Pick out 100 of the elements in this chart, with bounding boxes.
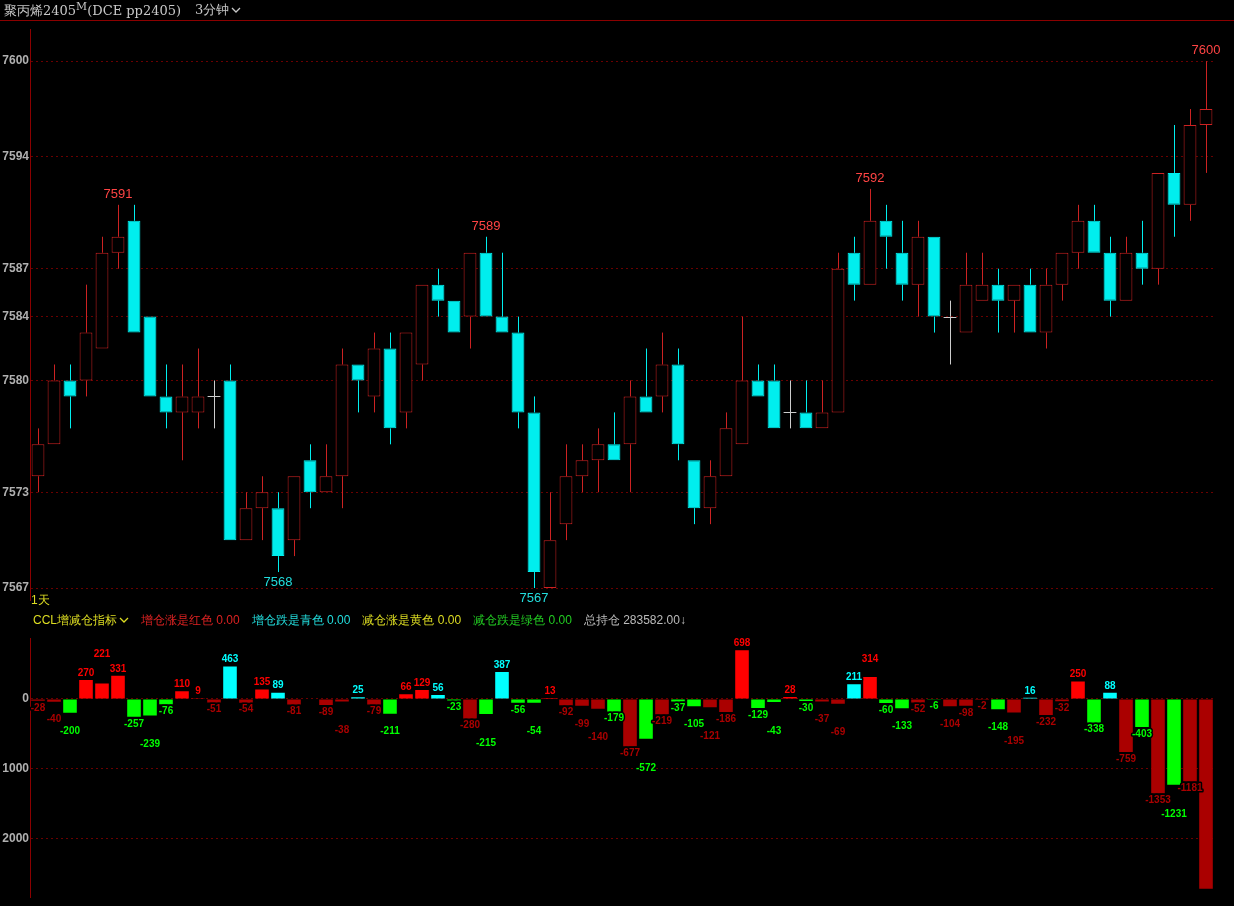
chart-title: 聚丙烯2405$^{M}$(DCE pp2405) xyxy=(4,0,182,21)
data-label: 66 xyxy=(400,681,412,693)
y-tick-label: 1000 xyxy=(2,761,30,776)
candlestick xyxy=(719,411,733,477)
bar xyxy=(239,699,253,703)
bar xyxy=(847,684,861,699)
bar xyxy=(1167,699,1181,785)
data-label: -99 xyxy=(574,717,590,729)
bar xyxy=(703,699,717,708)
candlestick xyxy=(736,316,748,444)
data-label: -37 xyxy=(670,702,686,714)
bar xyxy=(879,699,893,704)
bar xyxy=(335,699,349,702)
data-label: 211 xyxy=(845,670,863,682)
y-tick-label: 7584 xyxy=(2,308,30,323)
text: 总持仓 283582.00↓ xyxy=(583,611,686,629)
bar xyxy=(383,699,397,714)
data-label: -81 xyxy=(286,705,302,717)
data-label: 129 xyxy=(413,676,431,688)
data-label: -239 xyxy=(139,738,161,750)
data-label: -148 xyxy=(987,720,1009,732)
data-label: 314 xyxy=(861,652,879,664)
bar xyxy=(1183,699,1197,782)
bar xyxy=(207,699,221,703)
data-label: -280 xyxy=(459,719,481,731)
candlestick xyxy=(832,252,844,412)
annotation: 7592 xyxy=(855,169,885,185)
candlestick xyxy=(1087,204,1101,253)
bar xyxy=(895,699,909,709)
annotation: 7589 xyxy=(471,217,501,233)
data-label: -43 xyxy=(766,724,782,736)
bar xyxy=(591,699,605,709)
data-label: 56 xyxy=(432,681,444,693)
data-label: -215 xyxy=(475,736,497,748)
bar xyxy=(911,699,925,703)
bar xyxy=(575,699,589,706)
data-label: -232 xyxy=(1035,715,1057,727)
candlestick xyxy=(864,188,876,284)
bar xyxy=(607,699,621,712)
bar xyxy=(671,699,685,702)
candlestick xyxy=(479,236,493,317)
bar xyxy=(511,699,525,703)
bar xyxy=(319,699,333,706)
candlestick xyxy=(1120,236,1132,300)
candlestick xyxy=(1039,268,1053,350)
bar xyxy=(831,699,845,704)
data-label: -1353 xyxy=(1145,794,1172,806)
data-label: -121 xyxy=(699,730,721,742)
bar xyxy=(79,680,93,699)
data-label: -23 xyxy=(446,701,462,713)
y-tick-label: 7594 xyxy=(2,149,30,164)
bar xyxy=(431,695,445,699)
data-label: 28 xyxy=(784,683,796,695)
candlestick xyxy=(31,427,45,493)
candlestick xyxy=(1151,172,1165,286)
bar xyxy=(111,675,125,699)
candlestick xyxy=(416,285,428,381)
candlestick xyxy=(960,252,972,332)
data-label: -92 xyxy=(558,706,574,718)
data-label: -186 xyxy=(715,712,737,724)
candlestick xyxy=(527,395,541,589)
bar xyxy=(815,699,829,702)
bar xyxy=(287,699,301,705)
data-label: -51 xyxy=(206,703,222,715)
bar xyxy=(479,699,493,714)
data-label: 13 xyxy=(544,684,556,696)
candlestick xyxy=(1183,108,1197,222)
data-label: 135 xyxy=(253,676,271,688)
y-tick-label: 7567 xyxy=(2,580,30,595)
candlestick xyxy=(911,220,925,318)
candlestick xyxy=(80,284,92,397)
y-tick-label: 7600 xyxy=(2,53,30,68)
data-label: 16 xyxy=(1024,684,1036,696)
data-label: -76 xyxy=(158,704,174,716)
text: 增仓涨是红色 0.00 xyxy=(141,611,240,629)
text: 增仓跌是青色 0.00 xyxy=(251,611,351,629)
candlestick xyxy=(511,316,525,429)
data-label: -129 xyxy=(747,708,769,720)
candlestick xyxy=(655,332,669,413)
data-label: 89 xyxy=(272,679,284,691)
bar xyxy=(559,699,573,706)
bar xyxy=(175,691,189,699)
bar xyxy=(47,699,61,702)
y-tick-label: 0 xyxy=(22,691,30,706)
bar xyxy=(271,692,285,699)
data-label: -677 xyxy=(619,746,641,758)
data-label: -195 xyxy=(1003,735,1025,747)
data-label: -30 xyxy=(798,701,814,713)
bar xyxy=(1119,699,1133,752)
candlestick xyxy=(559,443,573,541)
bar xyxy=(495,671,509,699)
candlestick xyxy=(464,253,476,350)
bar xyxy=(463,699,477,719)
data-label: 270 xyxy=(77,666,95,678)
data-label: -104 xyxy=(939,717,961,729)
annotation: 7600 xyxy=(1191,42,1221,58)
data-label: -572 xyxy=(635,761,657,773)
bar xyxy=(1087,699,1101,723)
candlestick xyxy=(96,236,108,348)
candlestick xyxy=(207,379,221,429)
